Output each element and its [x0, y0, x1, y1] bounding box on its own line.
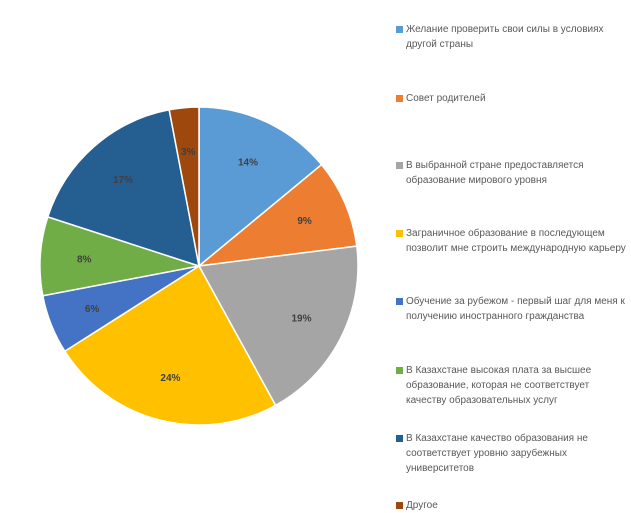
- slice-data-label-2: 9%: [297, 216, 312, 227]
- legend-label-1: Желание проверить свои силы в условиях д…: [406, 24, 604, 50]
- slice-data-label-8: 3%: [181, 147, 196, 158]
- legend-item-3: В выбранной стране предоставляется образ…: [396, 158, 626, 188]
- legend-swatch-5: [396, 298, 403, 305]
- pie-slice-8: [168, 106, 200, 267]
- legend-item-2: Совет родителей: [396, 91, 626, 106]
- legend-label-6: В Казахстане высокая плата за высшее обр…: [406, 365, 592, 406]
- legend-swatch-1: [396, 26, 403, 33]
- legend-item-7: В Казахстане качество образования не соо…: [396, 431, 626, 476]
- legend-label-3: В выбранной стране предоставляется образ…: [406, 160, 584, 186]
- legend-item-5: Обучение за рубежом - первый шаг для мен…: [396, 294, 626, 324]
- legend-label-4: Заграничное образование в последующем по…: [406, 228, 626, 254]
- legend-label-2: Совет родителей: [406, 93, 486, 104]
- legend-swatch-8: [396, 502, 403, 509]
- legend-label-8: Другое: [406, 500, 438, 511]
- slice-data-label-1: 14%: [238, 157, 258, 168]
- slice-data-label-5: 6%: [85, 304, 100, 315]
- legend-swatch-7: [396, 435, 403, 442]
- legend-label-7: В Казахстане качество образования не соо…: [406, 433, 588, 474]
- pie-slice-7: [46, 108, 200, 268]
- legend-swatch-6: [396, 367, 403, 374]
- legend-label-5: Обучение за рубежом - первый шаг для мен…: [406, 296, 625, 322]
- legend-swatch-3: [396, 162, 403, 169]
- slice-data-label-3: 19%: [291, 314, 311, 325]
- legend-item-4: Заграничное образование в последующем по…: [396, 226, 626, 256]
- slice-data-label-4: 24%: [160, 373, 180, 384]
- pie-slice-1: [198, 106, 323, 268]
- slice-data-label-6: 8%: [77, 254, 92, 265]
- legend-swatch-2: [396, 95, 403, 102]
- slice-data-label-7: 17%: [113, 175, 133, 186]
- chart-legend: Желание проверить свои силы в условиях д…: [396, 0, 626, 511]
- pie-chart-plot: 14% 9% 19% 24% 6% 8% 17% 3%: [39, 106, 359, 426]
- pie-slice-2: [196, 163, 358, 268]
- legend-item-8: Другое: [396, 498, 626, 513]
- pie-slice-3: [197, 245, 359, 407]
- pie-slice-4: [63, 264, 277, 426]
- legend-swatch-4: [396, 230, 403, 237]
- legend-item-1: Желание проверить свои силы в условиях д…: [396, 22, 626, 52]
- legend-item-6: В Казахстане высокая плата за высшее обр…: [396, 363, 626, 408]
